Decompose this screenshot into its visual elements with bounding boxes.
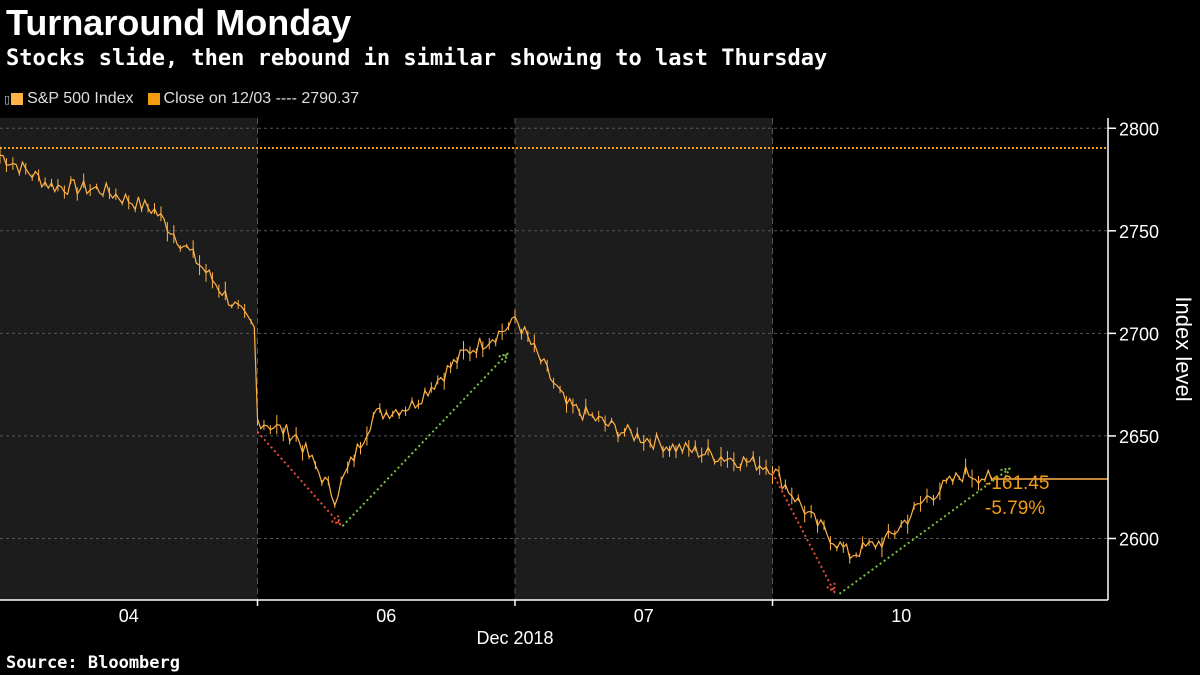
gridlines — [0, 127, 1108, 539]
annotation-percent-change: -5.79% — [985, 498, 1045, 519]
x-tick-label-10: 10 — [891, 606, 911, 626]
trend-arrow-down-2 — [771, 472, 836, 593]
trend-arrowhead-up-3 — [1000, 467, 1012, 478]
y-tick-label-2800: 2800 — [1119, 119, 1159, 139]
y-tick-label-2750: 2750 — [1119, 222, 1159, 242]
legend-swatch-close — [147, 93, 160, 105]
ohlc-bar-icon: ▯ — [4, 93, 11, 106]
y-tick-label-2650: 2650 — [1119, 427, 1159, 447]
source-note: Source: Bloomberg — [6, 653, 180, 673]
session-band-07 — [515, 118, 773, 600]
y-axis-label: Index level — [1171, 296, 1196, 401]
axes: 2600 2650 2700 2750 2800 04 06 07 10 — [0, 118, 1159, 626]
session-bands — [0, 118, 773, 600]
x-tick-label-06: 06 — [376, 606, 396, 626]
trend-arrows — [256, 352, 1012, 595]
x-tick-label-04: 04 — [119, 606, 139, 626]
legend-label-sp500: S&P 500 Index — [27, 90, 134, 107]
legend-label-close: Close on 12/03 ---- 2790.37 — [163, 90, 360, 107]
legend-item-sp500: ▯ S&P 500 Index — [4, 90, 134, 108]
annotation-points-change: -161.45 — [985, 473, 1049, 494]
price-series — [0, 146, 1108, 564]
x-axis-label: Dec 2018 — [476, 628, 553, 648]
trend-arrowhead-down-2 — [826, 582, 836, 594]
trend-arrowhead-down-0 — [331, 515, 342, 526]
legend-item-close: Close on 12/03 ---- 2790.37 — [147, 90, 360, 108]
trend-arrowhead-up-1 — [498, 352, 509, 363]
legend-swatch-sp500 — [11, 93, 24, 105]
chart-subtitle: Stocks slide, then rebound in similar sh… — [6, 46, 828, 71]
y-tick-label-2600: 2600 — [1119, 529, 1159, 549]
trend-arrow-down-0 — [256, 431, 341, 525]
trend-arrow-up-3 — [838, 467, 1010, 595]
session-band-04 — [0, 118, 258, 600]
chart-title: Turnaround Monday — [6, 2, 352, 43]
x-tick-label-07: 07 — [634, 606, 654, 626]
y-tick-label-2700: 2700 — [1119, 324, 1159, 344]
legend: ▯ S&P 500 Index Close on 12/03 ---- 2790… — [4, 90, 373, 108]
